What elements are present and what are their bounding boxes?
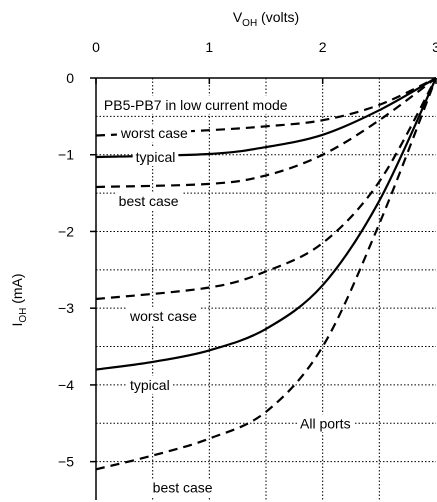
y-tick-label: −2 — [58, 223, 74, 239]
series-line-6 — [95, 77, 437, 471]
annotation-background — [126, 306, 201, 325]
y-tick-label: −4 — [58, 377, 74, 393]
annotation-label: worst case — [120, 125, 188, 141]
x-tick-label: 3 — [432, 39, 437, 55]
series-line-5 — [95, 77, 437, 371]
annotation-background — [149, 478, 216, 497]
annotation-label: All ports — [300, 415, 351, 431]
annotation-background — [297, 414, 354, 433]
x-tick-label: 0 — [92, 39, 100, 55]
y-tick-label: −3 — [58, 300, 74, 316]
series-line-3 — [95, 77, 437, 189]
y-tick-label: 0 — [66, 70, 74, 86]
annotation-label: typical — [136, 149, 176, 165]
x-tick-label: 1 — [205, 39, 213, 55]
annotation-label: best case — [153, 480, 213, 496]
annotation-label: typical — [130, 377, 170, 393]
annotation-background — [115, 191, 182, 210]
y-tick-label: −1 — [58, 147, 74, 163]
y-axis-title: IOH (mA) — [9, 273, 29, 326]
annotation-label: PB5-PB7 in low current mode — [104, 97, 288, 113]
plot-area: 0 1 2 3 0 −1 −2 −3 −4 −5 PB5-PB7 in low current mo… — [58, 39, 437, 500]
series-line-2 — [95, 77, 437, 159]
annotation-background — [100, 95, 291, 114]
annotation-background — [116, 124, 192, 143]
annotation-label: best case — [119, 193, 179, 209]
y-tick-label: −5 — [58, 454, 74, 470]
annotation-label: worst case — [129, 308, 197, 324]
x-tick-label: 2 — [319, 39, 327, 55]
x-axis-title: VOH (volts) — [233, 9, 299, 29]
annotation-background — [127, 375, 173, 394]
annotation-background — [132, 148, 179, 167]
series-line-4 — [95, 77, 437, 301]
